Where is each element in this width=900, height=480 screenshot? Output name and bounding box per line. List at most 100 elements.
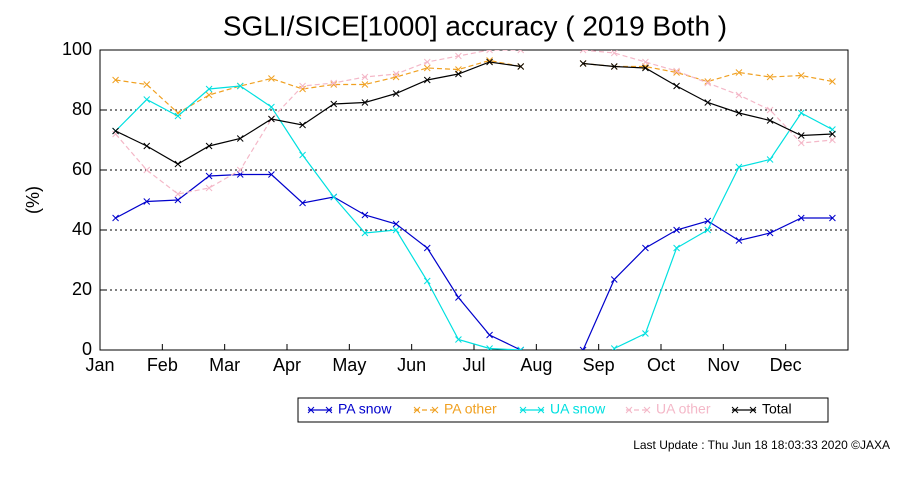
x-tick-label: Jun [397, 355, 426, 375]
point-marker [205, 91, 213, 99]
point-marker [299, 199, 306, 207]
point-marker [486, 50, 493, 54]
point-marker [361, 73, 369, 81]
point-marker [486, 58, 493, 66]
series-line [115, 50, 833, 195]
point-marker [236, 135, 244, 142]
point-marker [143, 166, 151, 174]
point-marker [829, 78, 836, 85]
point-marker [423, 64, 431, 72]
x-tick-label: Dec [770, 355, 802, 375]
point-marker [174, 196, 182, 204]
point-marker [673, 69, 680, 76]
point-marker [704, 217, 712, 225]
legend-label: Total [762, 401, 792, 417]
point-marker [486, 345, 493, 350]
point-marker [423, 58, 431, 66]
point-marker [299, 151, 306, 159]
point-marker [766, 73, 774, 81]
y-axis-label: (%) [23, 186, 43, 214]
point-marker [299, 85, 306, 93]
point-marker [673, 82, 680, 90]
point-marker [174, 160, 182, 168]
point-marker [766, 117, 774, 124]
y-tick-label: 60 [72, 159, 92, 179]
x-tick-label: Apr [273, 355, 301, 375]
point-marker [143, 198, 151, 205]
point-marker [112, 76, 119, 84]
point-marker [392, 70, 400, 78]
point-marker [829, 136, 836, 144]
legend-marker [413, 406, 439, 414]
point-marker [330, 100, 338, 108]
footer: Last Update : Thu Jun 18 18:03:33 2020 ©… [633, 438, 890, 452]
point-marker [829, 214, 836, 222]
legend-marker [731, 406, 757, 414]
point-marker [735, 163, 743, 171]
point-marker [704, 79, 712, 87]
x-tick-label: Jan [85, 355, 114, 375]
point-marker [455, 294, 462, 301]
point-marker [174, 112, 182, 120]
point-marker [268, 75, 275, 82]
legend-label: PA other [444, 401, 497, 417]
point-marker [392, 226, 400, 234]
point-marker [610, 276, 618, 283]
point-marker [236, 82, 244, 90]
point-marker [797, 214, 805, 222]
point-marker [392, 73, 400, 81]
point-marker [392, 220, 400, 228]
point-marker [735, 69, 743, 76]
point-marker [361, 81, 369, 88]
legend-marker [307, 406, 333, 414]
point-marker [797, 132, 805, 139]
point-marker [642, 64, 649, 72]
point-marker [579, 50, 587, 54]
legend-label: UA other [656, 401, 711, 417]
point-marker [361, 99, 369, 106]
point-marker [268, 103, 275, 111]
point-marker [610, 345, 618, 350]
point-marker [268, 115, 275, 123]
point-marker [361, 211, 369, 219]
plot-frame [99, 49, 849, 351]
point-marker [236, 166, 244, 174]
point-marker [330, 193, 338, 201]
point-marker [455, 336, 462, 343]
point-marker [423, 277, 431, 285]
point-marker [299, 121, 306, 129]
point-marker [174, 190, 182, 198]
point-marker [704, 99, 712, 106]
y-tick-label: 40 [72, 219, 92, 239]
point-marker [642, 244, 649, 252]
point-marker [579, 346, 587, 350]
point-marker [455, 52, 462, 60]
legend-marker [625, 406, 651, 414]
point-marker [642, 58, 649, 66]
y-tick-label: 20 [72, 279, 92, 299]
x-tick-label: Feb [147, 355, 178, 375]
point-marker [143, 96, 151, 103]
x-tick-label: Oct [647, 355, 675, 375]
point-marker [766, 229, 774, 237]
point-marker [205, 142, 213, 150]
point-marker [704, 226, 712, 234]
series-line [115, 85, 833, 350]
point-marker [143, 81, 151, 88]
x-tick-label: Mar [209, 355, 240, 375]
point-marker [330, 81, 338, 88]
point-marker [423, 76, 431, 84]
y-tick-label: 100 [62, 39, 92, 59]
point-marker [673, 226, 680, 234]
point-marker [517, 346, 525, 350]
series-line [115, 173, 833, 350]
point-marker [579, 60, 587, 67]
point-marker [330, 79, 338, 87]
point-marker [268, 171, 275, 178]
point-marker [735, 91, 743, 99]
point-marker [610, 50, 618, 57]
point-marker [766, 156, 774, 163]
x-tick-label: Sep [583, 355, 615, 375]
series-line [115, 61, 833, 165]
